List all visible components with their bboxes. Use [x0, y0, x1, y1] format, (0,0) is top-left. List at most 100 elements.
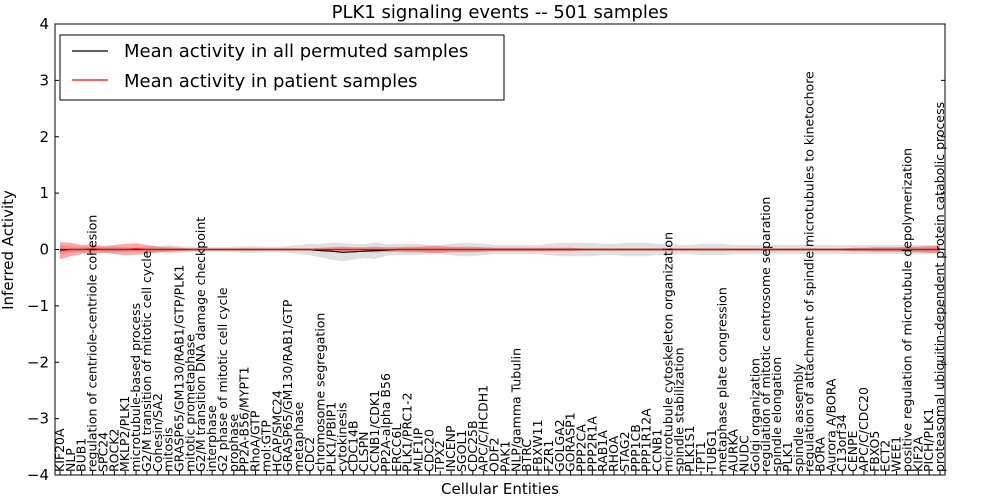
chart-title: PLK1 signaling events -- 501 samples [332, 2, 669, 23]
category-label: Golgi organization [747, 358, 762, 472]
category-label: PPP2CA [573, 424, 588, 472]
category-label: PPP1R12A [639, 408, 654, 472]
category-label: microtubule cytoskeleton organization [660, 232, 675, 472]
category-label: RAB1A [595, 430, 610, 472]
category-label: Cohesin/SA2 [150, 393, 165, 472]
category-label: STAG2 [617, 431, 632, 472]
category-label: BTRC [519, 439, 534, 472]
plot-frame [54, 23, 946, 476]
category-label: PLK1/PRC1-2 [400, 392, 415, 472]
y-tick-label: −1 [27, 297, 49, 315]
category-label: metaphase [291, 402, 306, 472]
category-label: CDC2 [302, 437, 317, 472]
category-label: ECT2 [878, 440, 893, 472]
category-label: G2 phase of mitotic cell cycle [215, 287, 230, 472]
category-label: regulation of mitotic centrosome separat… [758, 197, 773, 472]
category-label: regulation of centriole-centriole cohesi… [85, 215, 100, 472]
category-label: TPX2 [432, 440, 447, 473]
y-tick-label: 1 [39, 184, 49, 202]
category-label: mitotic prometaphase [182, 334, 197, 472]
category-label: GRASP65/GM130/RAB1/GTP [280, 299, 295, 472]
category-label: Aurora A/BORA [823, 378, 838, 472]
category-label: regulation of attachment of spindle micr… [802, 71, 817, 472]
category-label: microtubule-based process [128, 303, 143, 472]
category-label: GORASP1 [563, 412, 578, 472]
y-tick-label: 2 [39, 128, 49, 146]
category-label: FBXW11 [530, 419, 545, 472]
category-label: WEE1 [889, 436, 904, 472]
category-label: KIF2A [910, 436, 925, 472]
y-tick-label: 3 [39, 71, 49, 89]
category-label: SPC24 [95, 432, 110, 472]
category-label: GOLGA2 [552, 419, 567, 472]
x-axis-label: Cellular Entities [441, 480, 559, 498]
category-label: PPP1CB [628, 424, 643, 472]
category-label: G2/M transition DNA damage checkpoint [193, 217, 208, 472]
series-line-patient [59, 248, 940, 252]
y-tick-label: −3 [27, 410, 49, 428]
y-tick-label: −2 [27, 353, 49, 371]
category-label: ODF2 [487, 437, 502, 472]
category-label: PLK1/PBIP1 [324, 402, 339, 472]
category-label: PICH/PLK1 [921, 408, 936, 472]
category-label: mitosis [161, 427, 176, 472]
category-label: CENPE [845, 430, 860, 472]
category-label: C13orf34 [834, 414, 849, 472]
category-label: prophase [226, 414, 241, 472]
category-label: CLSPN [356, 431, 371, 472]
category-label: CDC14B [345, 420, 360, 472]
category-label: interphase [204, 405, 219, 472]
category-label: CDC25B [465, 420, 480, 472]
category-label: KIF20A [52, 428, 67, 472]
legend-label-patient: Mean activity in patient samples [124, 71, 418, 92]
category-label: spindle assembly [791, 363, 806, 472]
category-label: BUB1 [74, 438, 89, 472]
legend-box [59, 34, 505, 101]
band-patient [60, 242, 940, 260]
category-label: positive regulation of microtubule depol… [899, 148, 914, 472]
legend: Mean activity in all permuted samples Me… [59, 34, 505, 101]
category-label: ERCC6L [389, 424, 404, 472]
category-label: TPT1 [693, 441, 708, 473]
category-label: PLK1 [780, 441, 795, 472]
category-label: PAK1 [497, 441, 512, 472]
category-label: metaphase plate congression [715, 287, 730, 472]
category-label: RHOA [606, 435, 621, 472]
category-label: G2/M transition of mitotic cell cycle [139, 250, 154, 472]
category-label: APC/C/CDC20 [856, 387, 871, 472]
category-label: FZR1 [541, 440, 556, 472]
category-label: CCNB1/CDK1 [367, 390, 382, 472]
category-label: proteasomal ubiquitin-dependent protein … [932, 102, 947, 472]
category-label: NLP/gamma Tubulin [508, 348, 523, 472]
category-label: PLK1S1 [682, 425, 697, 472]
y-tick-label: −4 [27, 466, 49, 484]
legend-label-permuted: Mean activity in all permuted samples [124, 41, 468, 62]
category-label: RhoA/GTP [248, 410, 263, 472]
category-label: GRASP65/GM130/RAB1/GTP/PLK1 [172, 265, 187, 472]
category-label: AURKA [726, 429, 741, 472]
category-label: HCAP/SMC24 [269, 390, 284, 472]
y-axis-label: Inferred Activity [0, 190, 17, 310]
category-label: FBXO5 [867, 431, 882, 472]
y-tick-label: 4 [39, 15, 49, 33]
category-label: NUDC [736, 435, 751, 472]
category-label: INCENP [443, 425, 458, 472]
category-label: mol:GTP [258, 420, 273, 472]
category-label: ROCK2 [106, 429, 121, 472]
category-label: BORA [812, 437, 827, 472]
category-label: NLP [63, 448, 78, 472]
category-label: CCNB1 [650, 429, 665, 472]
category-label: TUBG1 [704, 429, 719, 473]
category-label: spindle elongation [769, 357, 784, 472]
category-label: PPP2R1A [584, 416, 599, 472]
category-label: chromosome segregation [313, 313, 328, 472]
category-label: MKLP2/PLK1 [117, 396, 132, 472]
category-label: CDC20 [421, 429, 436, 472]
category-label: cytokinesis [334, 402, 349, 472]
category-label: SGOL1 [454, 430, 469, 472]
category-label: MLF1IP [411, 427, 426, 472]
category-label: PP2A-alpha B56 [378, 373, 393, 472]
y-tick-label: 0 [39, 241, 49, 259]
